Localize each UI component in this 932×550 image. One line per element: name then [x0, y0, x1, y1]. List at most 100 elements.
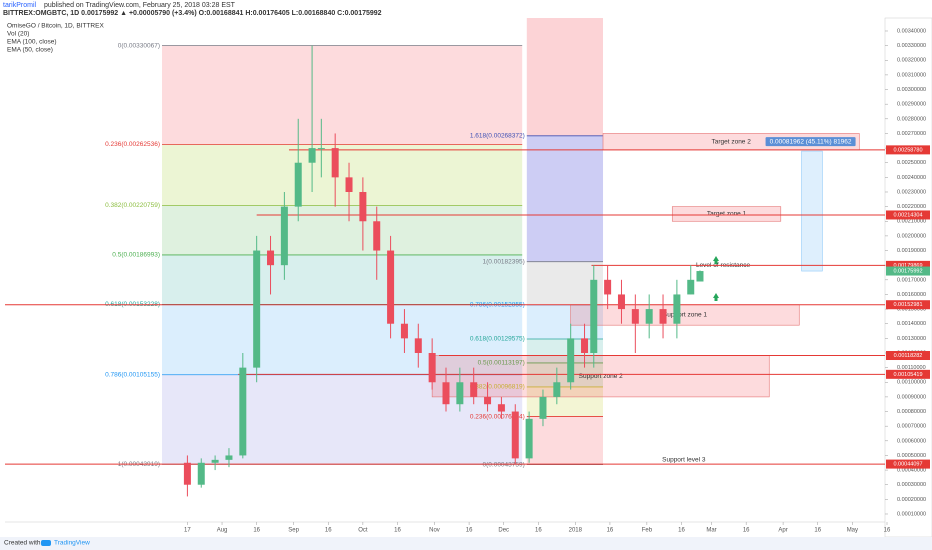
fib-band [162, 144, 523, 206]
plot: 0(0.00330067) 0.236(0.00262536) 0.382(0.00… [5, 18, 930, 534]
candle-body [511, 411, 519, 459]
y-tick-label: 0.00310000 [897, 72, 926, 78]
x-tick-label: 16 [466, 528, 473, 534]
x-tick-label: 16 [678, 528, 685, 534]
candle-body [442, 382, 450, 405]
x-tick-label: Oct [358, 528, 368, 534]
x-tick-label: 16 [607, 528, 614, 534]
y-tick-label: 0.00010000 [897, 511, 926, 517]
candle-body [280, 206, 288, 266]
candle-body [539, 396, 547, 419]
candle-body [183, 462, 191, 485]
candle-body [525, 418, 533, 459]
measure-range [801, 150, 823, 272]
legend-item: EMA (100, close) [7, 39, 57, 46]
candle-body [387, 250, 395, 324]
candle-body [253, 250, 261, 368]
y-tick-label: 0.00140000 [897, 321, 926, 327]
last-price-label: 0.00175992 [893, 268, 922, 274]
x-tick-label: 16 [743, 528, 750, 534]
last-price-tag [886, 266, 930, 276]
price-axis [884, 17, 932, 538]
x-tick-label: Apr [778, 528, 787, 534]
quote: BITTREX:OMGBTC, 1D 0.00175992 ▲ +0.00005… [3, 10, 382, 17]
fib-label: 0.5(0.00113197) [478, 360, 525, 367]
x-tick-label: 16 [325, 528, 332, 534]
y-tick-label: 0.00320000 [897, 58, 926, 64]
y-tick-label: 0.00240000 [897, 175, 926, 181]
fib-label: 0(0.00043759) [483, 461, 525, 468]
x-tick-label: Sep [288, 528, 299, 534]
fib-label: 1(0.00182395) [483, 258, 525, 265]
y-tick-label: 0.00080000 [897, 409, 926, 415]
price-tag-label: 0.00105419 [893, 372, 922, 378]
candle-body [645, 309, 653, 324]
y-tick-label: 0.00300000 [897, 87, 926, 93]
candle-body [590, 279, 598, 353]
price-tag [886, 210, 930, 220]
price-tag-label: 0.00179869 [893, 263, 922, 269]
candle-body [331, 148, 339, 178]
y-tick-label: 0.00230000 [897, 189, 926, 195]
published: published on TradingView.com, February 2… [44, 2, 236, 9]
candle-body [484, 396, 492, 405]
candle-body [567, 338, 575, 383]
candle-body [659, 309, 667, 324]
measure-label: 0.00081962 (45.11%) 81962 [770, 138, 852, 145]
fib-label: 1.618(0.00268372) [470, 133, 525, 140]
y-tick-label: 0.00290000 [897, 102, 926, 108]
candle-body [631, 309, 639, 324]
candle-body [456, 382, 464, 405]
candle-body [497, 404, 505, 412]
x-tick-label: May [847, 528, 858, 534]
fib-label: 0.786(0.00105155) [105, 371, 160, 378]
x-tick-label: Aug [217, 528, 228, 534]
x-tick-label: 2018 [569, 528, 583, 534]
x-tick-label: 16 [814, 528, 821, 534]
author[interactable]: tarikPromil [3, 2, 37, 9]
y-tick-label: 0.00280000 [897, 116, 926, 122]
price-tag [886, 459, 930, 469]
y-tick-label: 0.00110000 [897, 365, 926, 371]
y-tick-label: 0.00100000 [897, 380, 926, 386]
y-tick-label: 0.00170000 [897, 277, 926, 283]
candle-body [470, 382, 478, 397]
fib-band [162, 205, 523, 255]
candle-body [211, 459, 219, 463]
zone-label: Target zone 2 [711, 138, 751, 145]
candle-body [317, 148, 325, 150]
price-tag [886, 260, 930, 270]
x-tick-label: Mar [706, 528, 716, 534]
candle-body [581, 338, 589, 353]
candle-body [308, 148, 316, 163]
price-tag [886, 369, 930, 379]
fib-label: 0.382(0.00220759) [105, 202, 160, 209]
candle-body [400, 323, 408, 339]
y-tick-label: 0.00060000 [897, 438, 926, 444]
candle-body [604, 279, 612, 295]
fib-label: 0.5(0.00186993) [112, 252, 160, 259]
fib-label: 0.236(0.00076554) [470, 413, 525, 420]
price-tag-label: 0.00044097 [893, 462, 922, 468]
footer-brand[interactable]: TradingView [54, 540, 90, 547]
x-tick-label: Dec [498, 528, 509, 534]
footer-created: Created with [4, 540, 41, 547]
y-tick-label: 0.00210000 [897, 219, 926, 225]
y-tick-label: 0.00340000 [897, 28, 926, 34]
candle-body [414, 338, 422, 353]
price-tag-label: 0.00258780 [893, 147, 922, 153]
x-tick-label: 17 [184, 528, 191, 534]
candle-body [267, 250, 275, 266]
y-tick-label: 0.00160000 [897, 292, 926, 298]
fib-label: 0(0.00330067) [118, 42, 160, 49]
fib-band [162, 304, 523, 375]
price-tag [886, 145, 930, 155]
legend-item: EMA (50, close) [7, 47, 53, 54]
candle-body [239, 367, 247, 456]
y-tick-label: 0.00070000 [897, 424, 926, 430]
y-tick-label: 0.00150000 [897, 307, 926, 313]
fib-label: 0.618(0.00129575) [470, 336, 525, 343]
candle-body [373, 221, 381, 251]
price-tag [886, 300, 930, 310]
